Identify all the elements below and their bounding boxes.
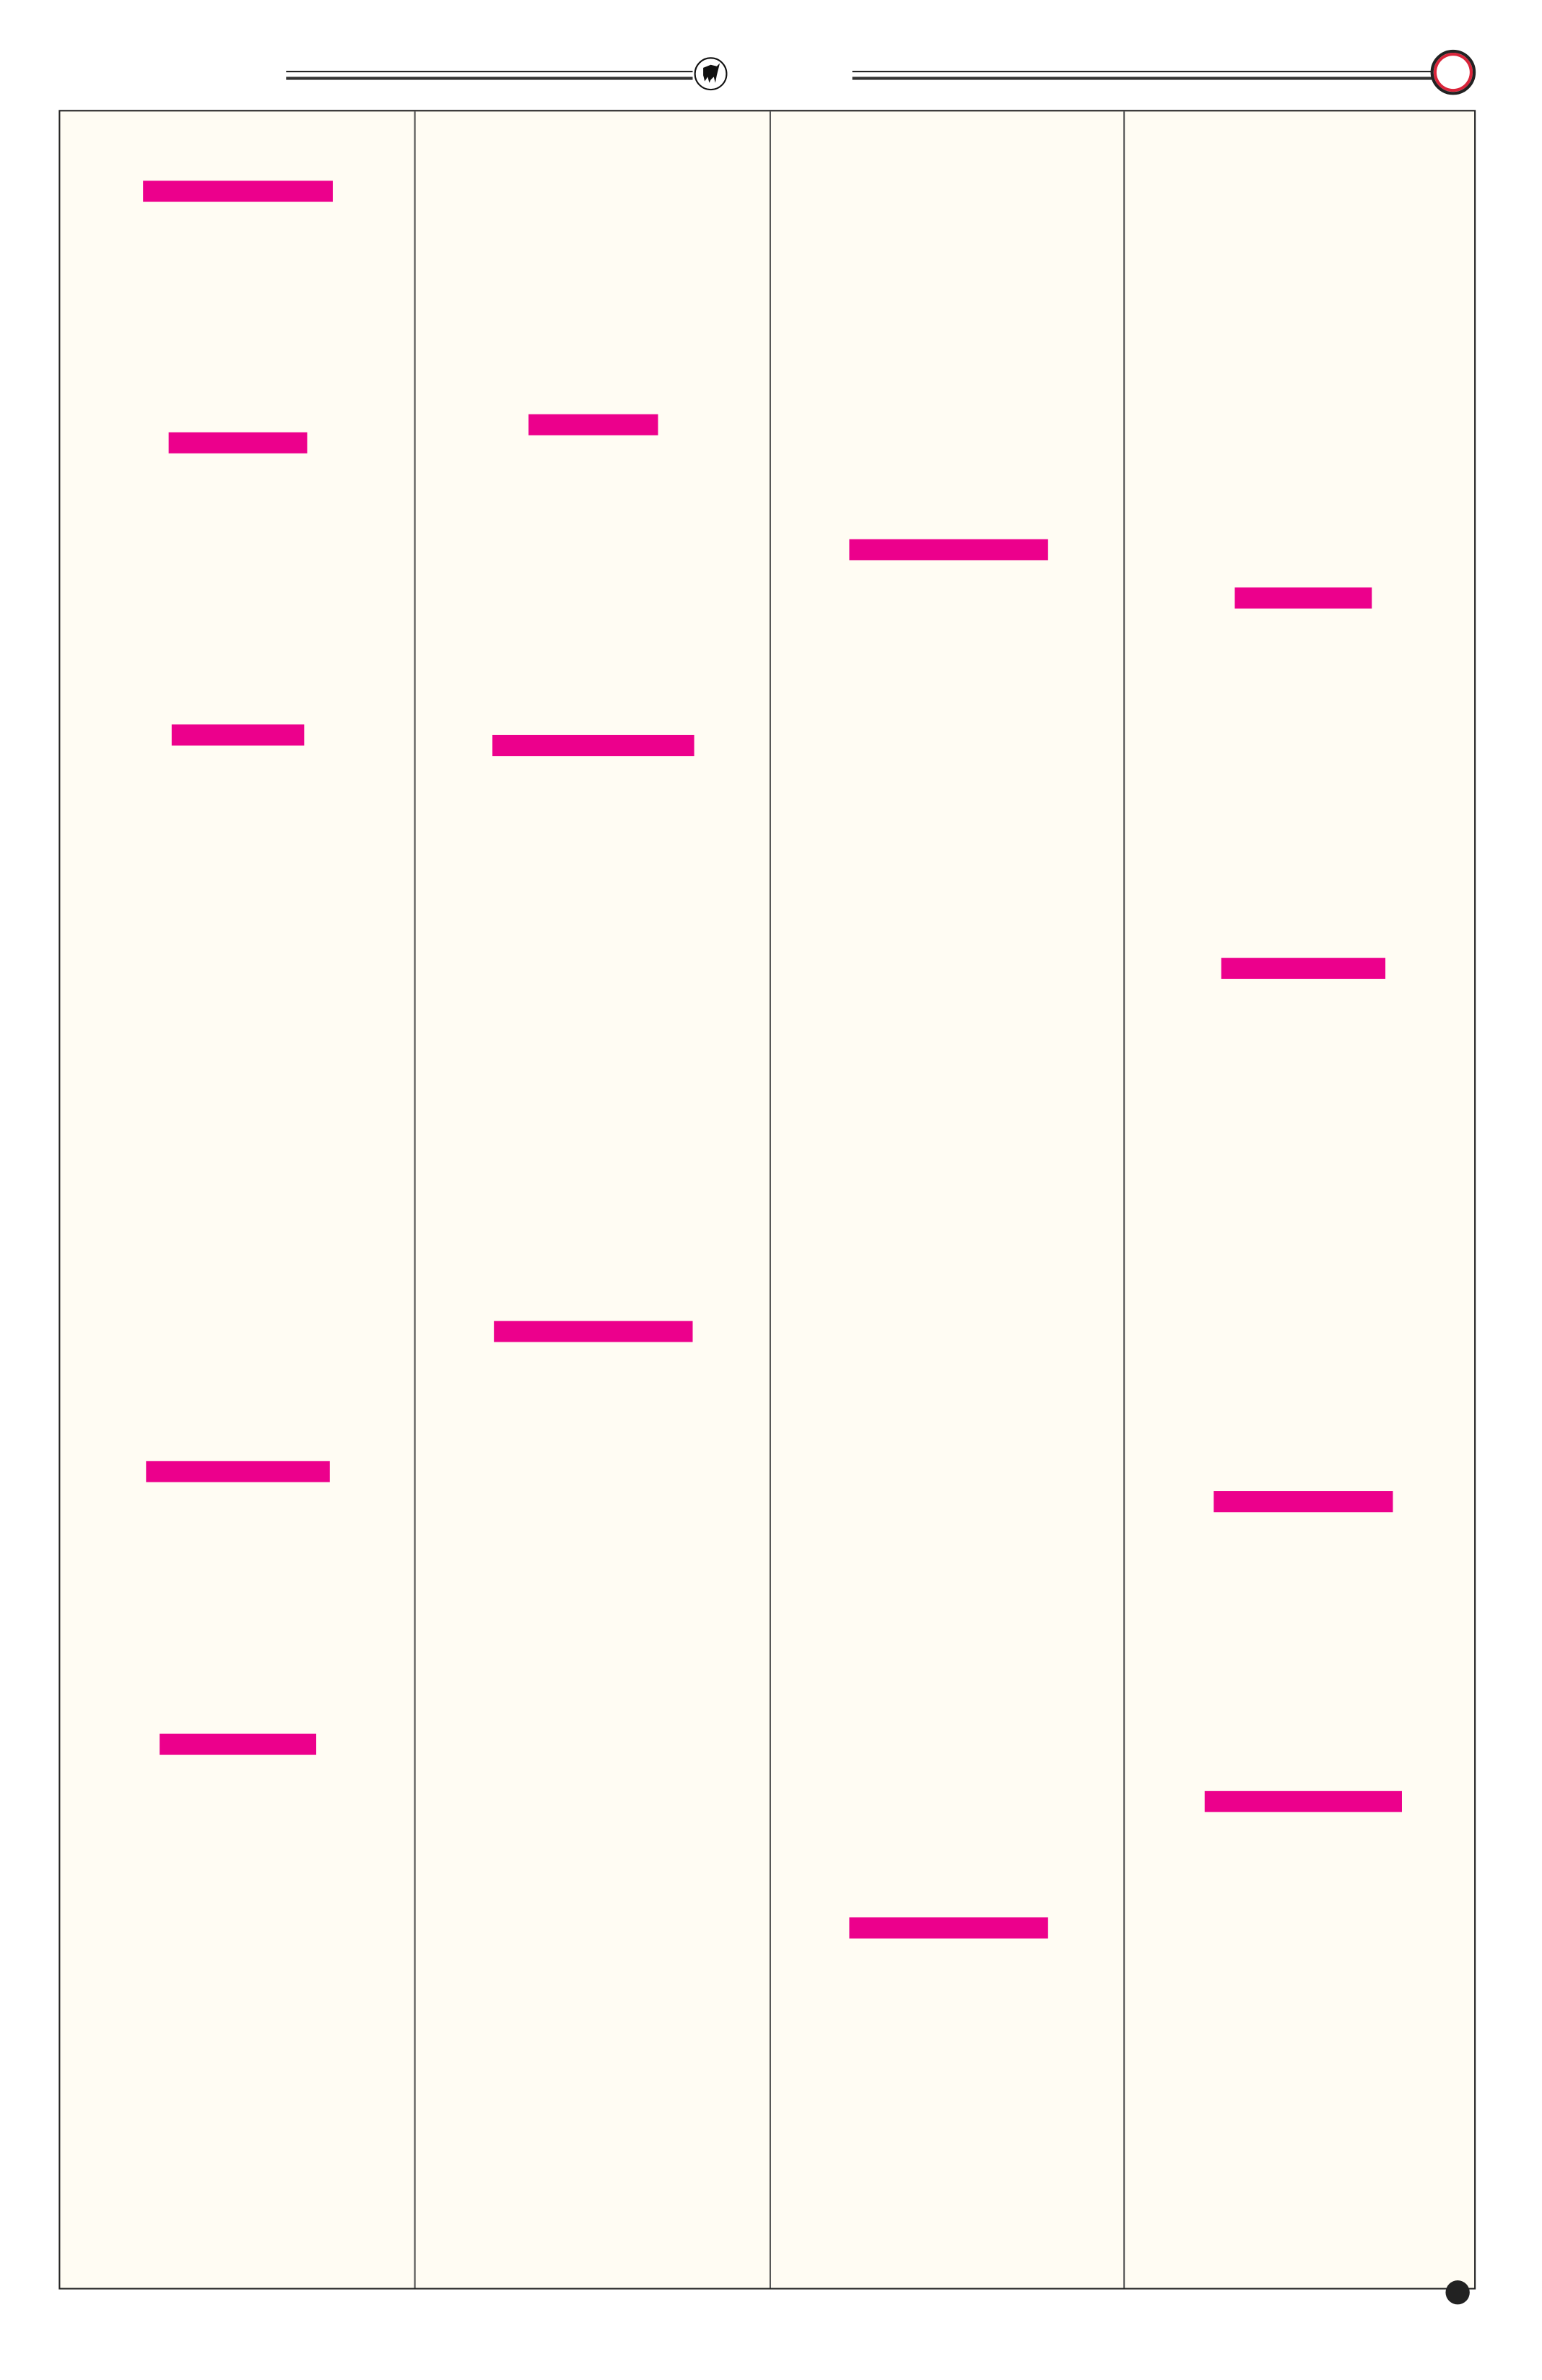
redacted-heading-bar <box>171 724 305 746</box>
redacted-heading-bar <box>494 1321 693 1342</box>
redacted-heading-bar <box>1221 957 1386 979</box>
redacted-heading-bar <box>160 1733 317 1755</box>
redacted-heading-bar <box>146 1461 330 1482</box>
column-divider <box>1123 111 1125 2288</box>
redacted-heading-bar <box>1214 1491 1393 1513</box>
redacted-heading-bar <box>143 181 333 202</box>
redacted-heading-bar <box>1204 1791 1402 1812</box>
header-rule-right <box>852 71 1434 80</box>
redacted-heading-bar <box>1234 587 1372 609</box>
header-rule-left <box>286 71 693 80</box>
bull-emblem-icon <box>694 57 728 91</box>
column-divider <box>414 111 416 2288</box>
redacted-heading-bar <box>168 432 308 453</box>
redacted-heading-bar <box>528 414 658 435</box>
redacted-heading-bar <box>849 1917 1048 1939</box>
red-ring-icon <box>1430 49 1476 95</box>
four-column-frame <box>58 110 1476 2290</box>
page-dot-icon <box>1445 2280 1470 2305</box>
column-divider <box>769 111 771 2288</box>
redacted-heading-bar <box>492 734 694 757</box>
redacted-heading-bar <box>849 539 1048 560</box>
